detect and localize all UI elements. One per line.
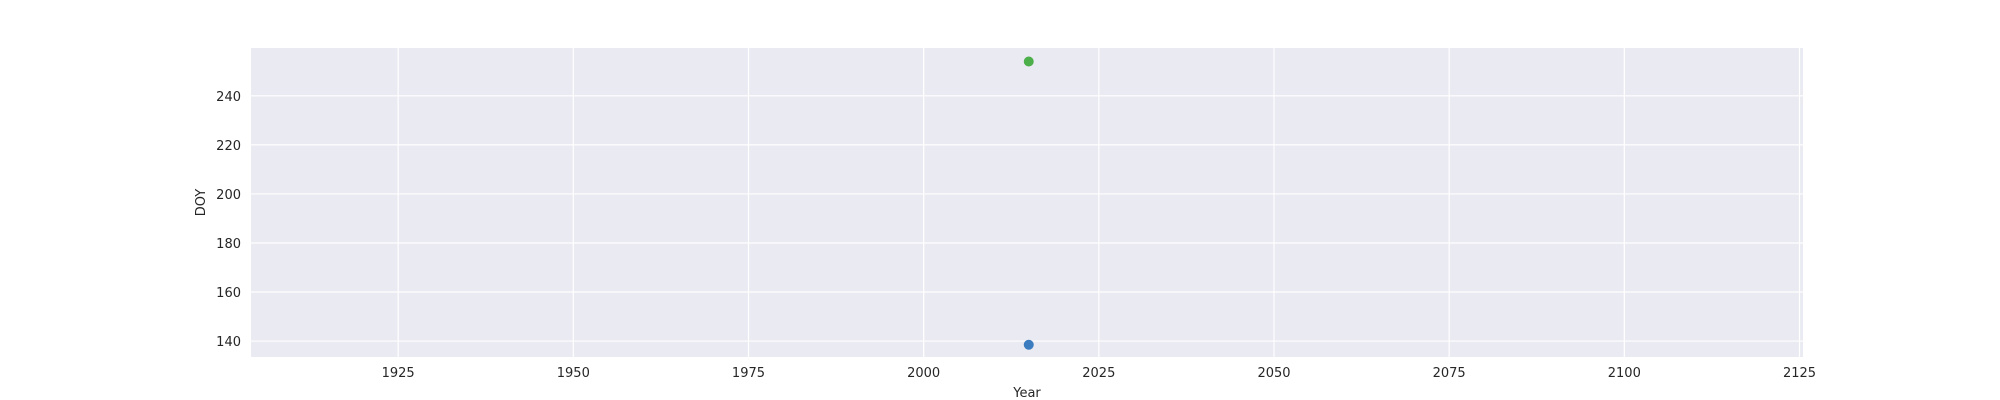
y-tick-label: 200 — [216, 188, 241, 203]
x-tick-label: 2125 — [1783, 366, 1816, 381]
y-axis-label: DOY — [194, 189, 209, 217]
x-tick-label: 1950 — [557, 366, 590, 381]
x-gridlines — [397, 48, 1801, 357]
y-tick-label: 140 — [216, 335, 241, 350]
y-tick-label: 180 — [216, 237, 241, 252]
y-tick-label: 160 — [216, 286, 241, 301]
x-axis-label: Year — [1012, 386, 1041, 400]
x-tick-label: 2100 — [1608, 366, 1641, 381]
data-point — [1023, 56, 1034, 67]
x-tick-label: 1975 — [732, 366, 765, 381]
y-tick-label: 240 — [216, 90, 241, 105]
plot-area — [251, 48, 1803, 357]
x-tick-label: 2000 — [907, 366, 940, 381]
y-tick-labels: 140 160 180 200 220 240 — [216, 90, 241, 350]
x-tick-label: 2075 — [1433, 366, 1466, 381]
data-points — [1023, 56, 1034, 350]
x-tick-label: 2025 — [1082, 366, 1115, 381]
y-tick-label: 220 — [216, 139, 241, 154]
y-gridlines — [251, 95, 1803, 342]
x-tick-label: 2050 — [1257, 366, 1290, 381]
data-point — [1023, 339, 1034, 350]
x-tick-labels: 1925 1950 1975 2000 2025 2050 2075 2100 2125 — [382, 366, 1816, 381]
x-tick-label: 1925 — [382, 366, 415, 381]
